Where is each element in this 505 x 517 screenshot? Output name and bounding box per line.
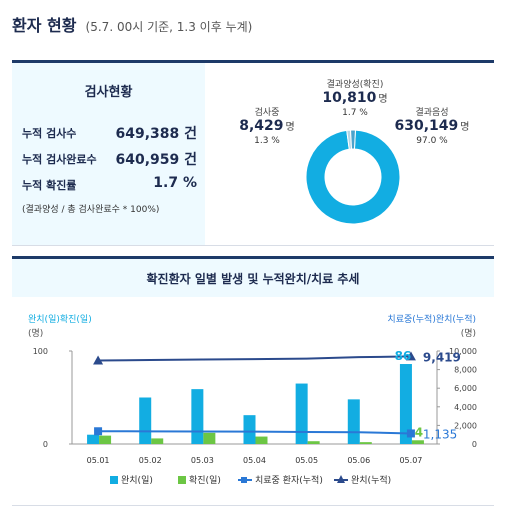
left-tick-label: 100: [33, 347, 48, 356]
bar-daily-confirmed: [411, 440, 424, 444]
legend-label: 완치(누적): [351, 474, 391, 486]
x-tick-label: 05.04: [243, 456, 266, 465]
bar-daily-confirmed: [255, 436, 268, 444]
trend-chart: 완치(일)확진(일)(명)치료중(누적)완치(누적)(명)010002,0004…: [28, 313, 477, 486]
donut-label-value: 8,429: [239, 118, 284, 134]
donut-label-value: 10,810: [322, 90, 377, 106]
positive-rate-note: (결과양성 / 총 검사완료수 * 100%): [22, 205, 160, 215]
recovered-marker: [405, 351, 416, 361]
stat-value: 649,388 건: [115, 126, 197, 142]
x-tick-label: 05.01: [87, 456, 110, 465]
donut-label-name: 검사중: [254, 108, 280, 118]
x-tick-label: 05.05: [295, 456, 318, 465]
bar-daily-recovered: [399, 364, 412, 444]
donut-label-name: 결과음성: [415, 108, 449, 118]
trend-chart-panel: 확진환자 일별 발생 및 누적완치/치료 추세 완치(일)확진(일) (명) 치료중…: [12, 256, 494, 506]
legend-swatch: [337, 475, 345, 483]
bar-daily-confirmed: [307, 441, 320, 444]
right-axis-unit: (명): [461, 328, 476, 339]
bar-daily-recovered: [347, 399, 360, 444]
test-status-box: 검사현황 누적 검사수 649,388 건 누적 검사완료수 640,959 건…: [12, 63, 205, 245]
page-subtitle: (5.7. 00시 기준, 1.3 이후 누계): [85, 20, 253, 34]
left-tick-label: 0: [43, 440, 48, 449]
right-tick-label: 8,000: [454, 366, 477, 375]
stat-label: 누적 검사완료수: [22, 153, 97, 166]
right-tick-label: 0: [472, 440, 477, 449]
stat-value: 1.7 %: [153, 175, 197, 191]
line-recovered-cumulative: [98, 355, 411, 362]
bar-daily-confirmed: [99, 435, 112, 444]
donut-label-pct: 1.7 %: [342, 108, 368, 118]
donut-label-testing: 검사중 8,429 명 1.3 %: [227, 105, 307, 146]
legend-label: 완치(일): [121, 474, 153, 486]
test-summary-panel: 검사현황 누적 검사수 649,388 건 누적 검사완료수 640,959 건…: [12, 60, 494, 246]
legend-swatch: [241, 477, 247, 483]
legend-swatch: [110, 476, 118, 484]
chart-header: 확진환자 일별 발생 및 누적완치/치료 추세: [12, 259, 494, 297]
bar-daily-recovered: [295, 383, 308, 444]
line-treating-cumulative: [98, 430, 411, 435]
legend-item: 완치(누적): [334, 474, 391, 486]
right-axis-title: 치료중(누적)완치(누적): [387, 313, 476, 325]
treating-marker: [94, 427, 103, 436]
stat-row-positive-rate: 누적 확진률 1.7 %: [22, 175, 197, 195]
treating-marker: [406, 429, 415, 438]
data-label-confirmed-daily: 4: [415, 425, 423, 439]
legend-label: 치료중 환자(누적): [255, 474, 323, 486]
bar-daily-confirmed: [203, 432, 216, 444]
bar-daily-recovered: [87, 434, 100, 444]
page-title: 환자 현황: [12, 16, 77, 35]
x-tick-label: 05.02: [139, 456, 162, 465]
left-axis-unit: (명): [28, 328, 43, 339]
stat-label: 누적 확진률: [22, 179, 77, 192]
bar-daily-confirmed: [151, 438, 164, 444]
right-tick-label: 2,000: [454, 421, 477, 430]
bar-daily-recovered: [139, 397, 152, 444]
right-tick-label: 6,000: [454, 384, 477, 393]
stat-row-completed-tests: 누적 검사완료수 640,959 건: [22, 149, 197, 169]
right-tick-label: 4,000: [454, 403, 477, 412]
legend-label: 확진(일): [189, 474, 221, 486]
page-header: 환자 현황 (5.7. 00시 기준, 1.3 이후 누계): [12, 12, 252, 38]
bar-daily-confirmed: [359, 442, 372, 444]
x-tick-label: 05.03: [191, 456, 214, 465]
data-label-recovered-daily: 86: [395, 349, 412, 363]
donut-label-pct: 97.0 %: [416, 136, 448, 146]
right-tick-label: 10,000: [449, 347, 477, 356]
x-tick-label: 05.06: [347, 456, 370, 465]
legend-item: 치료중 환자(누적): [238, 474, 323, 486]
left-axis-title: 완치(일)확진(일): [28, 313, 92, 325]
donut-label-positive: 결과양성(확진) 10,810 명 1.7 %: [300, 77, 410, 118]
recovered-marker: [93, 355, 104, 365]
bar-daily-recovered: [243, 415, 256, 444]
legend-item: 완치(일): [110, 474, 153, 486]
stat-label: 누적 검사수: [22, 127, 77, 140]
test-status-title: 검사현황: [84, 85, 133, 100]
chart-title: 확진환자 일별 발생 및 누적완치/치료 추세: [146, 272, 360, 286]
donut-label-negative: 결과음성 630,149 명 97.0 %: [377, 105, 487, 146]
donut-slice-positive: [350, 129, 356, 150]
legend-swatch: [178, 476, 186, 484]
donut-slice-negative: [305, 129, 401, 225]
donut-label-unit: 명: [460, 122, 470, 133]
legend-item: 확진(일): [178, 474, 221, 486]
data-label-recovered-cumulative: 9,419: [423, 350, 461, 364]
donut-chart: [305, 129, 401, 225]
stat-value: 640,959 건: [115, 152, 197, 168]
bar-daily-recovered: [191, 389, 204, 444]
donut-label-unit: 명: [285, 122, 295, 133]
donut-label-value: 630,149: [394, 118, 459, 134]
donut-label-pct: 1.3 %: [254, 136, 280, 146]
data-label-treating-cumulative: 1,135: [423, 427, 457, 441]
stat-row-total-tests: 누적 검사수 649,388 건: [22, 123, 197, 143]
donut-label-unit: 명: [378, 94, 388, 105]
x-tick-label: 05.07: [399, 456, 422, 465]
donut-label-name: 결과양성(확진): [326, 80, 384, 90]
donut-chart-area: 결과양성(확진) 10,810 명 1.7 % 검사중 8,429 명 1.3 % …: [205, 63, 494, 245]
